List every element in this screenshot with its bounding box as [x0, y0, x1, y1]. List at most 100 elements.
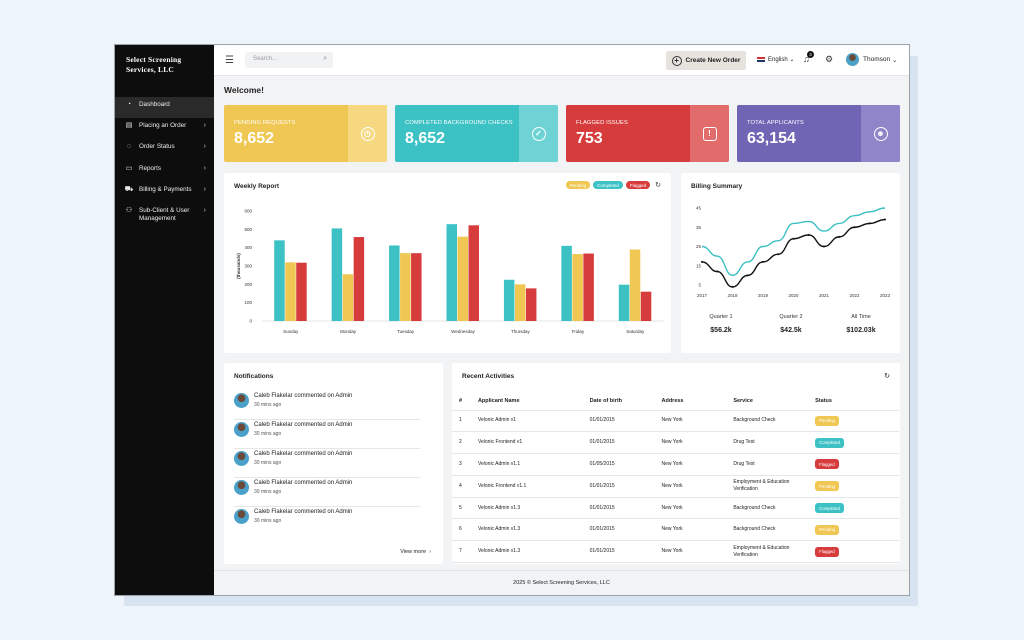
- table-row[interactable]: 4 Velonic Frontend v1.1 01/01/2015 New York…: [452, 475, 899, 498]
- cell-n: 4: [452, 475, 478, 498]
- weekly-legend: Pending Completed Flagged ↻: [565, 181, 661, 189]
- notification-item[interactable]: Caleb Flakelar commented on Admin 30 mins…: [234, 449, 420, 478]
- stat-card-total-applicants[interactable]: Total Applicants 63,154 ☻: [737, 105, 900, 162]
- billing-summary-item: Quarter 1 $56.2k: [691, 314, 751, 334]
- table-row[interactable]: 7 Velonic Admin v1.3 01/01/2015 New York Emp…: [452, 540, 899, 564]
- cell-name: Velonic Frontend v1: [477, 431, 590, 455]
- x-tick-label: Monday: [340, 329, 357, 334]
- menu-toggle-icon[interactable]: ☰: [225, 55, 234, 66]
- avatar: [234, 480, 249, 495]
- gear-icon[interactable]: ⚙: [825, 54, 834, 64]
- refresh-icon[interactable]: ↻: [884, 373, 890, 380]
- notification-text-group: Caleb Flakelar commented on Admin 30 mins…: [254, 507, 352, 524]
- line-point: [716, 270, 719, 273]
- notification-item[interactable]: Caleb Flakelar commented on Admin 30 mins…: [234, 507, 420, 536]
- stat-icon-panel: ◷: [348, 105, 387, 162]
- notification-item[interactable]: Caleb Flakelar commented on Admin 30 mins…: [234, 420, 420, 449]
- cell-name: Velonic Admin v1.3: [477, 497, 590, 520]
- stat-card-pending-requests[interactable]: Pending Requests 8,652 ◷: [224, 105, 387, 162]
- x-tick-label: Sunday: [283, 329, 299, 334]
- sidebar-item-order-status[interactable]: ◌ Order Status ›: [115, 139, 214, 160]
- order-icon: ▤: [125, 122, 133, 130]
- bar-flagged: [468, 225, 479, 321]
- table-row[interactable]: 6 Velonic Admin v1.3 01/01/2015 New York Bac…: [452, 518, 899, 542]
- cell-service: Drug Test: [733, 431, 816, 455]
- notification-text: Caleb Flakelar commented on Admin: [254, 393, 353, 399]
- x-tick-label: 2022: [849, 293, 860, 298]
- notification-text-group: Caleb Flakelar commented on Admin 30 mins…: [254, 449, 352, 466]
- cell-addr: New York: [661, 410, 734, 433]
- bar-completed: [618, 284, 630, 321]
- cell-name: Velonic Frontend v1.1: [477, 475, 590, 498]
- stat-card-completed-background-checks[interactable]: Completed Background Checks 8,652 ✓: [395, 105, 558, 162]
- billing-amount: $42.5k: [780, 327, 802, 334]
- refresh-icon[interactable]: ↻: [655, 182, 661, 189]
- billing-summary-title: Billing Summary: [691, 183, 743, 190]
- sidebar-item-reports[interactable]: ▭ Reports ›: [115, 161, 214, 182]
- status-badge: Pending: [815, 415, 839, 426]
- stat-card-body: Total Applicants 63,154: [737, 105, 861, 162]
- y-tick-label: 25: [696, 244, 702, 249]
- line-point: [701, 260, 703, 263]
- sidebar-item-billing-payments[interactable]: ⛟ Billing & Payments ›: [115, 182, 214, 203]
- billing-icon: ⛟: [124, 185, 134, 193]
- bar-pending: [400, 253, 411, 321]
- search-input[interactable]: Search... ⌕: [245, 52, 333, 68]
- y-tick-label: 35: [696, 225, 702, 230]
- cell-addr: New York: [661, 540, 734, 564]
- notification-item[interactable]: Caleb Flakelar commented on Admin 30 mins…: [234, 391, 420, 420]
- language-selector[interactable]: English ⌄: [757, 56, 794, 63]
- sidebar-item-placing-an-order[interactable]: ▤ Placing an Order ›: [115, 118, 214, 139]
- sidebar-item-sub-client-user-management[interactable]: ⚇ Sub-Client & User Management ›: [115, 203, 214, 231]
- cell-status: Flagged: [815, 540, 899, 564]
- stat-value: 8,652: [405, 130, 446, 147]
- cell-status: Flagged: [815, 453, 899, 476]
- create-new-order-button[interactable]: + Create New Order: [666, 51, 746, 70]
- legend-pending[interactable]: Pending: [565, 181, 591, 189]
- legend-flagged[interactable]: Flagged: [625, 181, 651, 189]
- bell-icon[interactable]: ♫: [803, 54, 810, 64]
- sidebar-item-dashboard[interactable]: ◔ Dashboard: [115, 97, 214, 119]
- sidebar-item-label: Reports: [139, 164, 162, 172]
- notification-item[interactable]: Caleb Flakelar commented on Admin 30 mins…: [234, 478, 420, 507]
- table-row[interactable]: 2 Velonic Frontend v1 01/01/2015 New York Dr…: [452, 431, 899, 455]
- status-badge: Completed: [815, 437, 844, 448]
- chevron-down-icon: ⌄: [890, 56, 898, 64]
- table-row[interactable]: 1 Velonic Admin v1 01/01/2015 New York Backg…: [452, 410, 899, 433]
- notification-text: Caleb Flakelar commented on Admin: [254, 480, 353, 486]
- stat-icon-panel: ☻: [861, 105, 900, 162]
- stat-card-flagged-issues[interactable]: Flagged Issues 753!: [566, 105, 729, 162]
- cell-service: Drug Test: [733, 453, 816, 476]
- bar-completed: [503, 279, 515, 321]
- footer: 2025 © Select Screening Services, LLC: [214, 570, 909, 595]
- cell-addr: New York: [661, 453, 734, 476]
- stat-card-body: Pending Requests 8,652: [224, 105, 348, 162]
- cell-name: Velonic Admin v1.3: [477, 518, 590, 542]
- billing-period-label: Quarter 2: [779, 314, 803, 320]
- billing-summary-item: Quarter 2 $42.5k: [761, 314, 821, 334]
- bar-pending: [285, 262, 296, 321]
- cell-name: Velonic Admin v1.3: [477, 540, 590, 564]
- x-tick-label: Wednesday: [451, 329, 475, 334]
- bar-pending: [457, 236, 468, 321]
- language-label: English: [768, 56, 788, 63]
- view-more-label: View more: [400, 549, 427, 555]
- table-row[interactable]: 3 Velonic Admin v1.1 01/05/2015 New York Dru…: [452, 453, 899, 476]
- x-tick-label: 2019: [758, 293, 769, 298]
- y-tick-label: 600: [244, 209, 252, 214]
- bar-completed: [389, 245, 400, 321]
- bar-pending: [514, 284, 526, 321]
- cell-addr: New York: [661, 497, 734, 520]
- table-row[interactable]: 5 Velonic Admin v1.3 01/01/2015 New York Bac…: [452, 497, 899, 520]
- stat-label: Total Applicants: [747, 120, 804, 126]
- billing-line-chart: 5 15 25 35 45 2017 2018 2019 2020 2021 2022 2023: [696, 206, 891, 299]
- user-menu[interactable]: Thomson ⌄: [846, 53, 897, 66]
- cell-service: Employment & Education Verification: [733, 475, 816, 498]
- cell-n: 7: [452, 540, 478, 564]
- legend-completed[interactable]: Completed: [593, 181, 623, 189]
- stat-value: 753: [576, 130, 603, 147]
- x-tick-label: Tuesday: [397, 329, 415, 334]
- applicants-icon: ☻: [873, 126, 888, 141]
- view-more-link[interactable]: View more ›: [400, 549, 431, 555]
- cell-n: 1: [452, 410, 478, 433]
